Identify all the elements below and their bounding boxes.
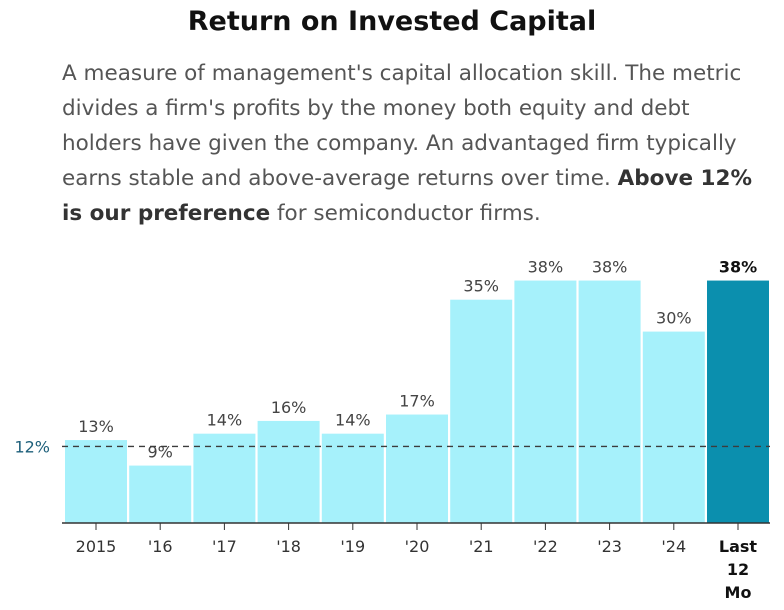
bar-value-label-8: 38%: [592, 258, 628, 277]
bar-10: [707, 280, 769, 523]
bar-3: [257, 420, 320, 523]
bar-7: [514, 280, 577, 523]
x-tick-label-0: 2015: [76, 537, 117, 556]
description-emphasis: Above 12% is our preference: [62, 166, 752, 226]
x-tick-label-10-line-2: Mo: [725, 583, 752, 602]
chart-description: A measure of management's capital alloca…: [62, 56, 762, 231]
bar-1: [129, 465, 192, 523]
chart-title: Return on Invested Capital: [187, 6, 597, 37]
description-text: A measure of management's capital alloca…: [62, 61, 742, 191]
bar-value-label-3: 16%: [271, 398, 307, 417]
bar-6: [450, 299, 513, 523]
x-tick-label-7: '22: [533, 537, 558, 556]
x-tick-label-5: '20: [405, 537, 430, 556]
bar-8: [578, 280, 641, 523]
bar-value-label-1: 9%: [148, 443, 173, 462]
description-end: for semiconductor firms.: [270, 201, 541, 226]
x-tick-label-2: '17: [212, 537, 237, 556]
x-tick-label-1: '16: [148, 537, 173, 556]
reference-line-label: 12%: [14, 437, 50, 456]
bar-value-label-9: 30%: [656, 309, 692, 328]
x-tick-label-3: '18: [276, 537, 301, 556]
x-tick-label-4: '19: [340, 537, 365, 556]
bar-value-label-6: 35%: [463, 277, 499, 296]
x-tick-label-9: '24: [661, 537, 686, 556]
bar-value-label-4: 14%: [335, 411, 371, 430]
x-tick-label-10-line-1: 12: [727, 560, 749, 579]
bar-value-label-0: 13%: [78, 417, 114, 436]
bar-2: [193, 433, 256, 523]
bar-9: [642, 331, 705, 523]
bar-value-label-10: 38%: [719, 258, 757, 277]
bar-value-label-5: 17%: [399, 392, 435, 411]
bar-0: [65, 440, 127, 523]
x-tick-label-6: '21: [469, 537, 494, 556]
bar-value-label-7: 38%: [528, 258, 564, 277]
bar-value-label-2: 14%: [207, 411, 243, 430]
x-tick-label-10-line-0: Last: [719, 537, 758, 556]
bar-4: [321, 433, 384, 523]
x-tick-label-8: '23: [597, 537, 622, 556]
bar-5: [386, 414, 448, 523]
